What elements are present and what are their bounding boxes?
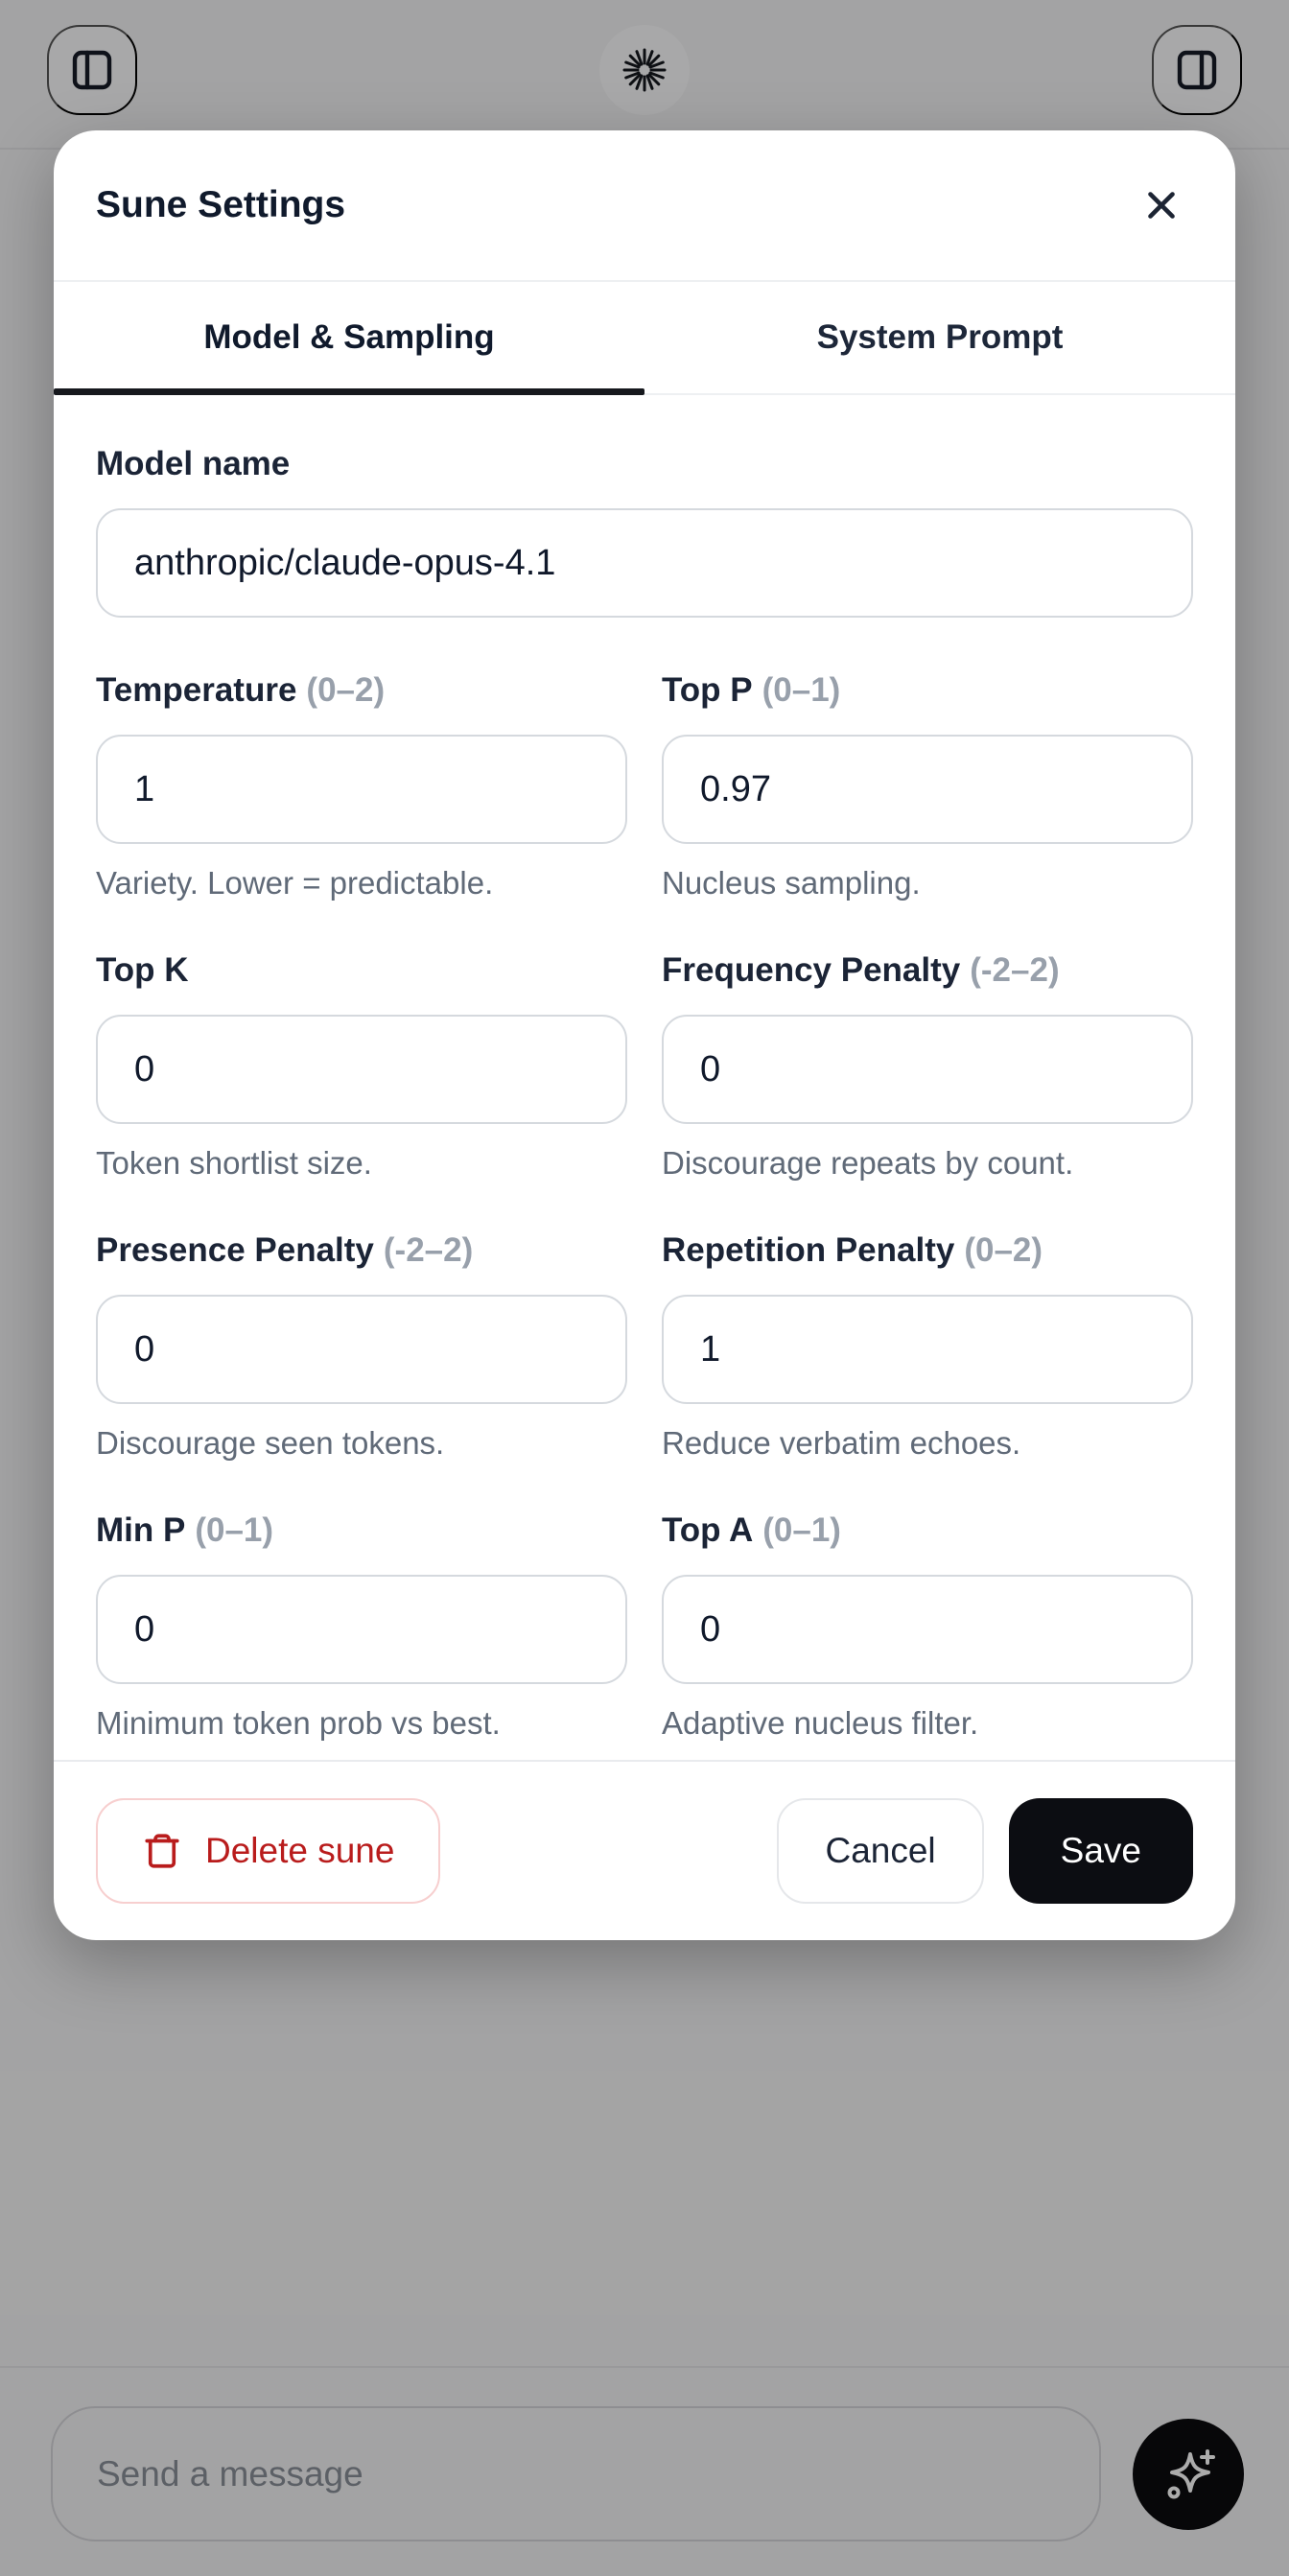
model-name-label: Model name: [96, 445, 291, 482]
repetition-penalty-input[interactable]: [662, 1295, 1193, 1404]
right-panel-toggle-button[interactable]: [1152, 25, 1242, 115]
temperature-input[interactable]: [96, 735, 627, 844]
temperature-range: (0–2): [306, 671, 386, 709]
min-p-input[interactable]: [96, 1575, 627, 1684]
presence-penalty-range: (-2–2): [383, 1231, 474, 1269]
frequency-penalty-hint: Discourage repeats by count.: [662, 1145, 1074, 1181]
save-button[interactable]: Save: [1008, 1798, 1193, 1904]
top-k-input[interactable]: [96, 1015, 627, 1124]
temperature-hint: Variety. Lower = predictable.: [96, 865, 494, 901]
message-input[interactable]: [51, 2406, 1101, 2541]
top-p-label: Top P: [662, 671, 753, 709]
presence-penalty-label: Presence Penalty: [96, 1231, 374, 1269]
field-top-a: Top A(0–1) Adaptive nucleus filter.: [662, 1511, 1193, 1742]
trash-icon: [142, 1831, 182, 1871]
top-k-label: Top K: [96, 951, 189, 989]
field-top-k: Top K Token shortlist size.: [96, 951, 627, 1182]
modal-footer: Delete sune Cancel Save: [54, 1760, 1235, 1940]
repetition-penalty-range: (0–2): [964, 1231, 1043, 1269]
field-min-p: Min P(0–1) Minimum token prob vs best.: [96, 1511, 627, 1742]
sune-settings-modal: Sune Settings Model & Sampling System Pr…: [54, 130, 1235, 1940]
send-button[interactable]: [1133, 2419, 1244, 2530]
top-k-hint: Token shortlist size.: [96, 1145, 372, 1181]
delete-sune-button[interactable]: Delete sune: [96, 1798, 441, 1904]
presence-penalty-input[interactable]: [96, 1295, 627, 1404]
temperature-label: Temperature: [96, 671, 297, 709]
field-presence-penalty: Presence Penalty(-2–2) Discourage seen t…: [96, 1231, 627, 1462]
footer-actions: Cancel Save: [777, 1798, 1193, 1904]
sparkles-icon: [1158, 2444, 1219, 2505]
top-p-range: (0–1): [762, 671, 841, 709]
top-a-range: (0–1): [762, 1511, 841, 1549]
modal-header: Sune Settings: [54, 130, 1235, 280]
close-icon: [1139, 183, 1184, 227]
tab-model-sampling[interactable]: Model & Sampling: [54, 282, 644, 395]
min-p-hint: Minimum token prob vs best.: [96, 1705, 501, 1741]
field-frequency-penalty: Frequency Penalty(-2–2) Discourage repea…: [662, 951, 1193, 1182]
delete-sune-label: Delete sune: [205, 1831, 395, 1870]
field-temperature: Temperature(0–2) Variety. Lower = predic…: [96, 671, 627, 902]
model-name-input[interactable]: [96, 508, 1193, 618]
repetition-penalty-hint: Reduce verbatim echoes.: [662, 1425, 1021, 1461]
min-p-label: Min P: [96, 1511, 186, 1549]
sune-avatar-button[interactable]: [599, 25, 690, 115]
composer-bar: [0, 2366, 1289, 2576]
top-a-label: Top A: [662, 1511, 754, 1549]
tab-system-prompt[interactable]: System Prompt: [644, 282, 1235, 393]
top-bar: [0, 0, 1289, 150]
field-repetition-penalty: Repetition Penalty(0–2) Reduce verbatim …: [662, 1231, 1193, 1462]
top-a-hint: Adaptive nucleus filter.: [662, 1705, 979, 1741]
close-button[interactable]: [1130, 174, 1193, 237]
top-p-input[interactable]: [662, 735, 1193, 844]
panel-left-icon: [69, 47, 115, 93]
modal-body: Model name Temperature(0–2) Variety. Low…: [54, 395, 1235, 1791]
frequency-penalty-label: Frequency Penalty: [662, 951, 961, 989]
sidebar-toggle-button[interactable]: [47, 25, 137, 115]
starburst-icon: [617, 42, 672, 98]
sampling-grid: Temperature(0–2) Variety. Lower = predic…: [96, 671, 1193, 1791]
frequency-penalty-range: (-2–2): [970, 951, 1060, 989]
top-a-input[interactable]: [662, 1575, 1193, 1684]
frequency-penalty-input[interactable]: [662, 1015, 1193, 1124]
min-p-range: (0–1): [195, 1511, 274, 1549]
field-top-p: Top P(0–1) Nucleus sampling.: [662, 671, 1193, 902]
panel-right-icon: [1174, 47, 1220, 93]
repetition-penalty-label: Repetition Penalty: [662, 1231, 955, 1269]
modal-title: Sune Settings: [96, 184, 346, 225]
top-p-hint: Nucleus sampling.: [662, 865, 921, 901]
presence-penalty-hint: Discourage seen tokens.: [96, 1425, 445, 1461]
modal-tabs: Model & Sampling System Prompt: [54, 280, 1235, 395]
cancel-button[interactable]: Cancel: [777, 1798, 984, 1904]
